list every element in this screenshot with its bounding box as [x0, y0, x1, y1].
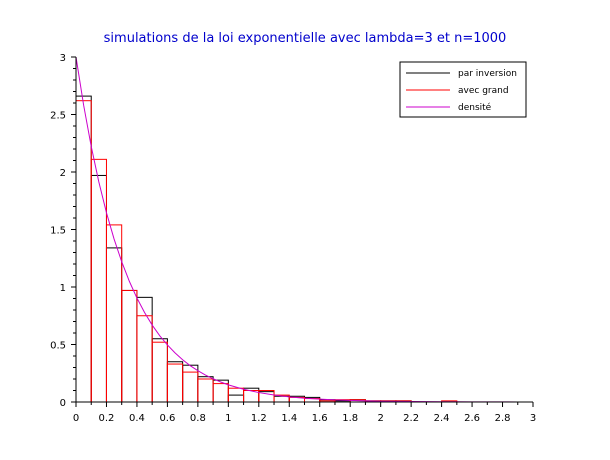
x-tick-label: 0 [73, 413, 79, 424]
y-tick-label: 2 [60, 168, 66, 179]
histogram-bar [151, 341, 168, 403]
x-tick-label: 1 [225, 413, 231, 424]
histogram-bar [197, 376, 214, 403]
histogram-bar [105, 224, 123, 403]
x-tick-label: 1.8 [342, 413, 358, 424]
histogram-bar [151, 338, 168, 403]
histogram-bar [182, 371, 199, 403]
y-tick-label: 0 [60, 398, 66, 409]
x-tick-label: 0.2 [99, 413, 115, 424]
histogram-bar [90, 158, 107, 403]
x-tick-label: 1.4 [281, 413, 297, 424]
y-tick-label: 3 [60, 53, 66, 64]
y-tick-label: 1.5 [50, 226, 66, 237]
histogram-series-0 [75, 95, 412, 403]
x-tick-label: 0.8 [190, 413, 206, 424]
legend-label: avec grand [458, 86, 509, 96]
x-tick-label: 2 [377, 413, 383, 424]
histogram-bar [136, 315, 153, 403]
histogram-bar [197, 378, 214, 403]
x-tick-label: 0.6 [159, 413, 175, 424]
histogram-bar [121, 289, 138, 403]
x-tick-label: 2.2 [403, 413, 419, 424]
histogram-bar [121, 289, 138, 403]
histogram-series-1 [75, 100, 458, 403]
x-tick-label: 1.2 [251, 413, 267, 424]
histogram-bar [273, 395, 290, 403]
histogram-bar [105, 247, 123, 403]
chart-title: simulations de la loi exponentielle avec… [104, 31, 507, 46]
histogram-bar [258, 390, 275, 403]
histogram-bar [182, 364, 199, 403]
y-tick-label: 2.5 [50, 111, 66, 122]
histogram-bar [166, 363, 184, 403]
histogram-bar [75, 95, 92, 403]
legend: par inversion avec grand densité [399, 61, 527, 118]
legend-label: densité [458, 102, 492, 113]
x-tick-label: 2.4 [434, 413, 450, 424]
legend-label: par inversion [458, 69, 517, 79]
histogram-bars [75, 95, 458, 403]
histogram-bar [166, 361, 184, 403]
histogram-bar [90, 174, 107, 403]
y-tick-label: 0.5 [50, 341, 66, 352]
x-tick-label: 2.8 [495, 413, 511, 424]
x-tick-label: 2.6 [464, 413, 480, 424]
histogram-bar [212, 383, 229, 403]
histogram-bar [227, 394, 245, 403]
axes: 0 0.2 0.4 0.6 0.8 1 1.2 1.4 1.6 1.8 2 2.2 2.4 2.6 2.8 3… [50, 53, 536, 424]
y-tick-label: 1 [60, 283, 66, 294]
x-tick-label: 0.4 [129, 413, 145, 424]
x-tick-label: 1.6 [312, 413, 328, 424]
histogram-bar [75, 100, 92, 403]
x-tick-label: 3 [530, 413, 536, 424]
